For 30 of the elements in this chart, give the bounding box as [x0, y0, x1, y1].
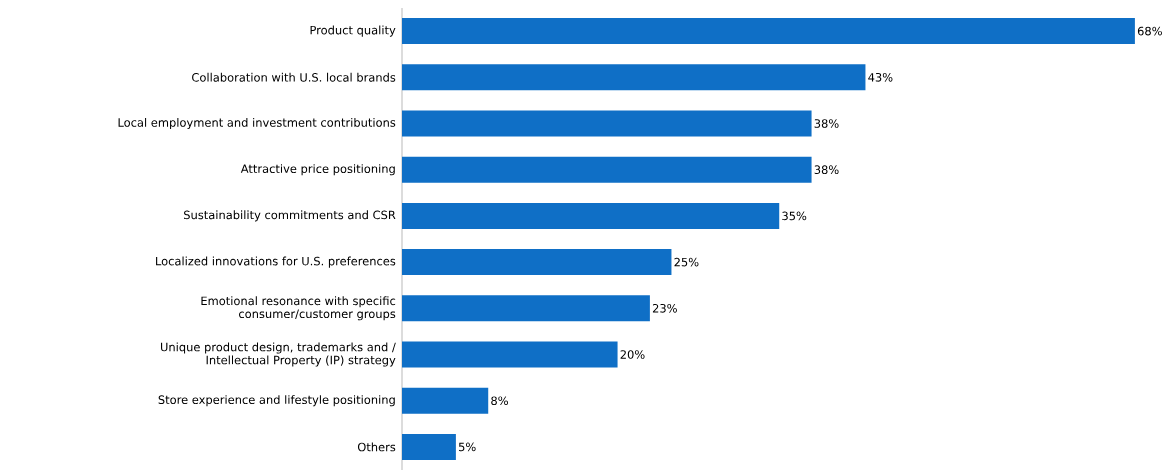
y-tick-label: Attractive price positioning — [240, 164, 395, 176]
data-label: 20% — [620, 350, 645, 359]
data-label: 68% — [1137, 26, 1162, 36]
bar — [402, 295, 650, 322]
bar — [402, 64, 866, 91]
bar — [402, 156, 812, 183]
data-label: 25% — [674, 257, 699, 267]
y-tick-label: Store experience and lifestyle positioning — [158, 395, 395, 407]
data-label: 38% — [814, 165, 839, 175]
data-label: 8% — [491, 396, 508, 406]
y-tick-label: Unique product design, trademarks and / Intellectual Property (IP) strategy — [161, 342, 396, 367]
data-label: 5% — [458, 442, 476, 452]
data-label: 43% — [868, 72, 893, 82]
bar — [402, 387, 489, 414]
bar — [402, 110, 812, 137]
y-tick-label: Emotional resonance with specific consumer/customer groups — [201, 296, 396, 321]
y-tick-label: Sustainability commitments and CSR — [184, 210, 396, 222]
bar — [402, 433, 456, 460]
y-tick-label: Others — [357, 442, 396, 452]
bar — [402, 341, 618, 368]
data-label: 38% — [814, 119, 839, 128]
y-tick-label: Localized innovations for U.S. preferences — [156, 256, 396, 268]
data-label: 23% — [652, 303, 677, 313]
bar — [402, 202, 780, 229]
data-label: 35% — [782, 211, 807, 221]
bar — [402, 249, 672, 276]
y-tick-label: Local employment and investment contributions — [118, 117, 396, 130]
y-tick-label: Product quality — [310, 25, 396, 37]
bar — [402, 18, 1135, 45]
y-tick-label: Collaboration with U.S. local brands — [192, 72, 396, 82]
